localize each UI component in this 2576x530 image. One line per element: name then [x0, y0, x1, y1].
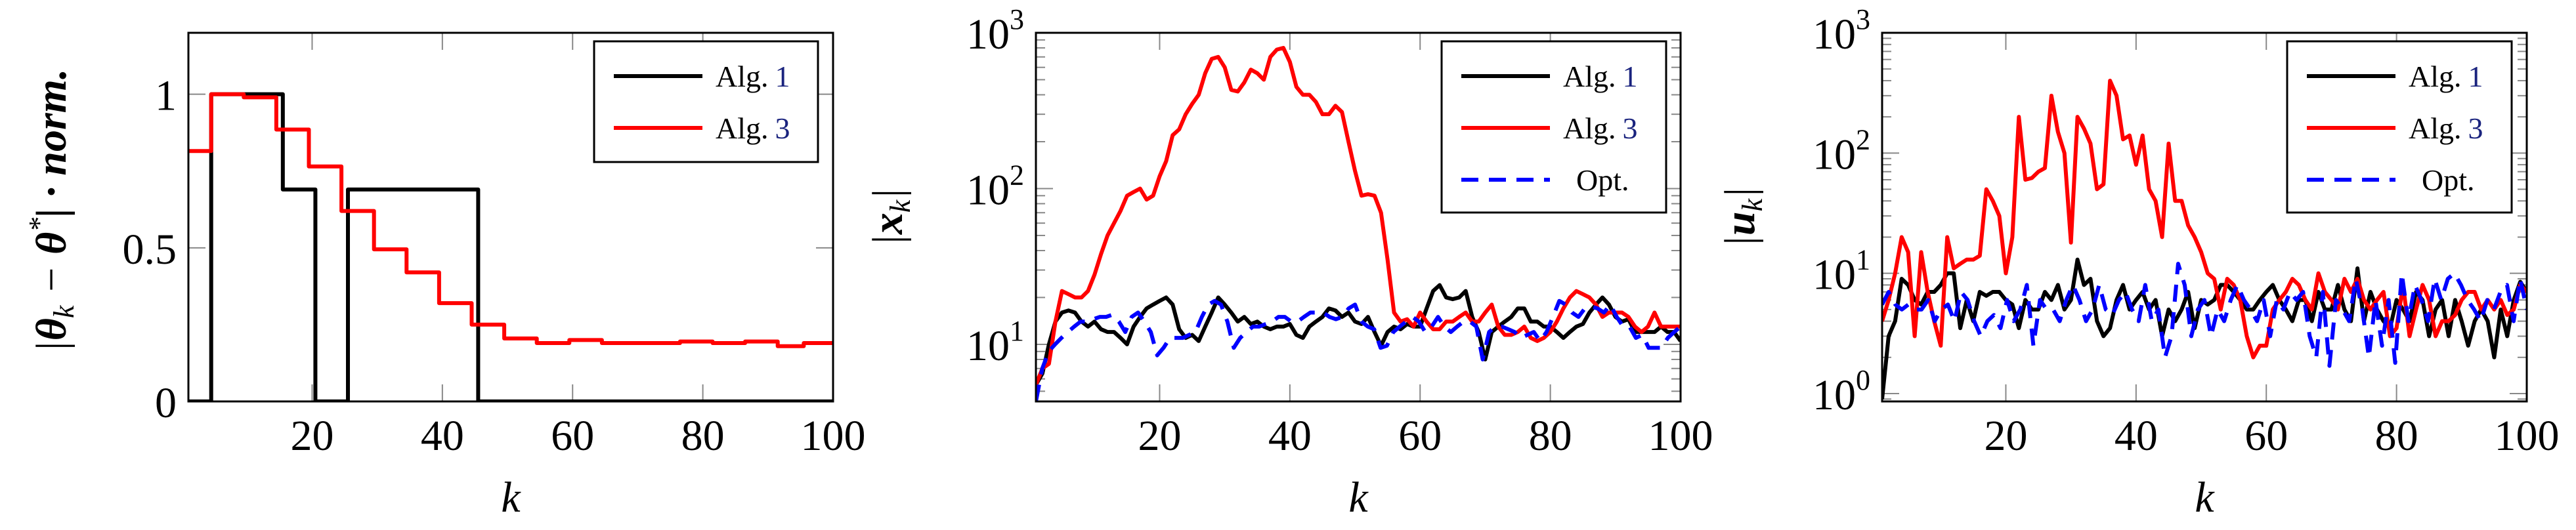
y-tick-label: 103	[1813, 3, 1870, 58]
series-line-alg1	[1036, 283, 1681, 386]
series-line-alg3	[188, 92, 833, 348]
tick-exponent: 2	[1856, 123, 1870, 155]
x-tick-label: 60	[551, 412, 594, 460]
legend-text: Alg.	[716, 60, 769, 93]
legend-ref: 3	[775, 112, 790, 145]
x-tick-label: 100	[2495, 412, 2560, 460]
y-tick-label: 0.5	[123, 226, 177, 274]
x-axis-label: k	[2195, 474, 2215, 521]
legend-label: Alg. 3	[716, 112, 790, 145]
tick-exponent: 3	[1010, 3, 1024, 35]
ylabel-subscript: k	[1736, 197, 1769, 211]
legend-label: Opt.	[1576, 163, 1629, 197]
legend-box	[593, 40, 819, 163]
x-tick-label: 100	[801, 412, 866, 460]
series-line-opt	[1036, 298, 1681, 401]
legend-ref: 3	[1623, 112, 1638, 145]
legend-label: Alg. 1	[716, 60, 790, 93]
x-tick-label: 40	[1268, 412, 1312, 460]
tick-exponent: 1	[1010, 315, 1024, 347]
legend-text: Opt.	[2422, 163, 2475, 197]
series-line-opt	[1882, 262, 2527, 368]
tick-exponent: 2	[1010, 159, 1024, 191]
y-axis-label: |xk|	[864, 188, 916, 247]
legend-label: Alg. 3	[2409, 112, 2483, 145]
legend-label: Alg. 1	[2409, 60, 2483, 93]
ylabel-bar: |	[1716, 187, 1764, 199]
x-axis-label: k	[1348, 474, 1369, 521]
x-tick-label: 20	[1138, 412, 1181, 460]
tick-base: 10	[966, 322, 1010, 370]
tick-base: 10	[1813, 10, 1856, 58]
legend-label: Alg. 1	[1563, 60, 1638, 93]
x-tick-label: 80	[1529, 412, 1572, 460]
tick-exponent: 3	[1856, 3, 1870, 35]
y-tick-label: 102	[1813, 123, 1870, 178]
x-axis-label: k	[501, 474, 521, 521]
y-tick-label: 101	[966, 315, 1024, 370]
ylabel-superscript: *	[23, 218, 55, 232]
tick-exponent: 0	[1856, 364, 1870, 396]
legend-ref: 1	[775, 60, 790, 93]
ylabel-bar: |	[1716, 235, 1764, 247]
legend-text: Alg.	[1563, 60, 1616, 93]
x-tick-label: 60	[2244, 412, 2288, 460]
plot-frame	[187, 31, 834, 403]
x-tick-label: 20	[1984, 412, 2027, 460]
legend-text: Alg.	[2409, 112, 2462, 145]
x-tick-label: 40	[421, 412, 464, 460]
ylabel-theta: θ	[28, 232, 75, 255]
ylabel-subscript: k	[884, 199, 916, 213]
ylabel-variable: u	[1716, 211, 1764, 235]
x-tick-label: 20	[290, 412, 333, 460]
y-axis-label: |uk|	[1716, 187, 1769, 248]
x-tick-label: 80	[2375, 412, 2418, 460]
plot-frame	[1881, 31, 2528, 403]
tick-base: 10	[1813, 371, 1856, 419]
y-tick-label: 103	[966, 3, 1024, 58]
x-tick-label: 40	[2114, 412, 2158, 460]
legend-text: Alg.	[2409, 60, 2462, 93]
tick-base: 10	[1813, 251, 1856, 299]
ylabel-variable: x	[864, 213, 912, 235]
plot-frame	[1035, 31, 1682, 403]
x-tick-label: 100	[1648, 412, 1713, 460]
legend-text: Alg.	[716, 112, 769, 145]
x-tick-label: 80	[681, 412, 725, 460]
tick-exponent: 1	[1856, 244, 1870, 276]
tick-base: 10	[966, 166, 1010, 214]
series-line-alg3	[1036, 46, 1681, 386]
tick-base: 10	[966, 10, 1010, 58]
legend-ref: 3	[2468, 112, 2483, 145]
ylabel-bar: |	[28, 340, 75, 352]
legend-ref: 1	[1623, 60, 1638, 93]
tick-base: 10	[1813, 131, 1856, 178]
ylabel-bar: |	[864, 234, 912, 246]
y-tick-label: 1	[155, 72, 177, 120]
legend-ref: 1	[2468, 60, 2483, 93]
legend-label: Alg. 3	[1563, 112, 1638, 145]
y-tick-label: 0	[155, 379, 177, 427]
legend-label: Opt.	[2422, 163, 2475, 197]
x-tick-label: 60	[1398, 412, 1442, 460]
ylabel-minus: −	[28, 255, 75, 306]
ylabel-theta: θ	[28, 318, 75, 340]
y-tick-label: 102	[966, 159, 1024, 214]
legend-text: Opt.	[1576, 163, 1629, 197]
y-tick-label: 101	[1813, 244, 1870, 299]
y-tick-label: 100	[1813, 364, 1870, 419]
y-axis-label: |θk − θ*| · norm.	[23, 68, 80, 352]
ylabel-rest: | · norm.	[28, 68, 75, 217]
legend-text: Alg.	[1563, 112, 1616, 145]
ylabel-bar: |	[864, 188, 912, 200]
ylabel-subscript: k	[48, 304, 80, 318]
